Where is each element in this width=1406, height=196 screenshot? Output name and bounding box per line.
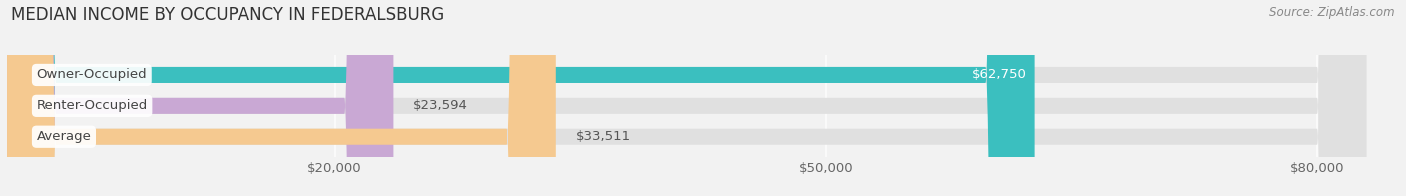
Text: $33,511: $33,511	[575, 130, 630, 143]
Text: Average: Average	[37, 130, 91, 143]
Text: Source: ZipAtlas.com: Source: ZipAtlas.com	[1270, 6, 1395, 19]
Text: $62,750: $62,750	[972, 68, 1026, 82]
FancyBboxPatch shape	[7, 0, 394, 196]
Text: Renter-Occupied: Renter-Occupied	[37, 99, 148, 112]
Text: $23,594: $23,594	[413, 99, 468, 112]
FancyBboxPatch shape	[7, 0, 1035, 196]
FancyBboxPatch shape	[7, 0, 555, 196]
FancyBboxPatch shape	[7, 0, 1367, 196]
FancyBboxPatch shape	[7, 0, 1367, 196]
Text: MEDIAN INCOME BY OCCUPANCY IN FEDERALSBURG: MEDIAN INCOME BY OCCUPANCY IN FEDERALSBU…	[11, 6, 444, 24]
FancyBboxPatch shape	[7, 0, 1367, 196]
Text: Owner-Occupied: Owner-Occupied	[37, 68, 148, 82]
